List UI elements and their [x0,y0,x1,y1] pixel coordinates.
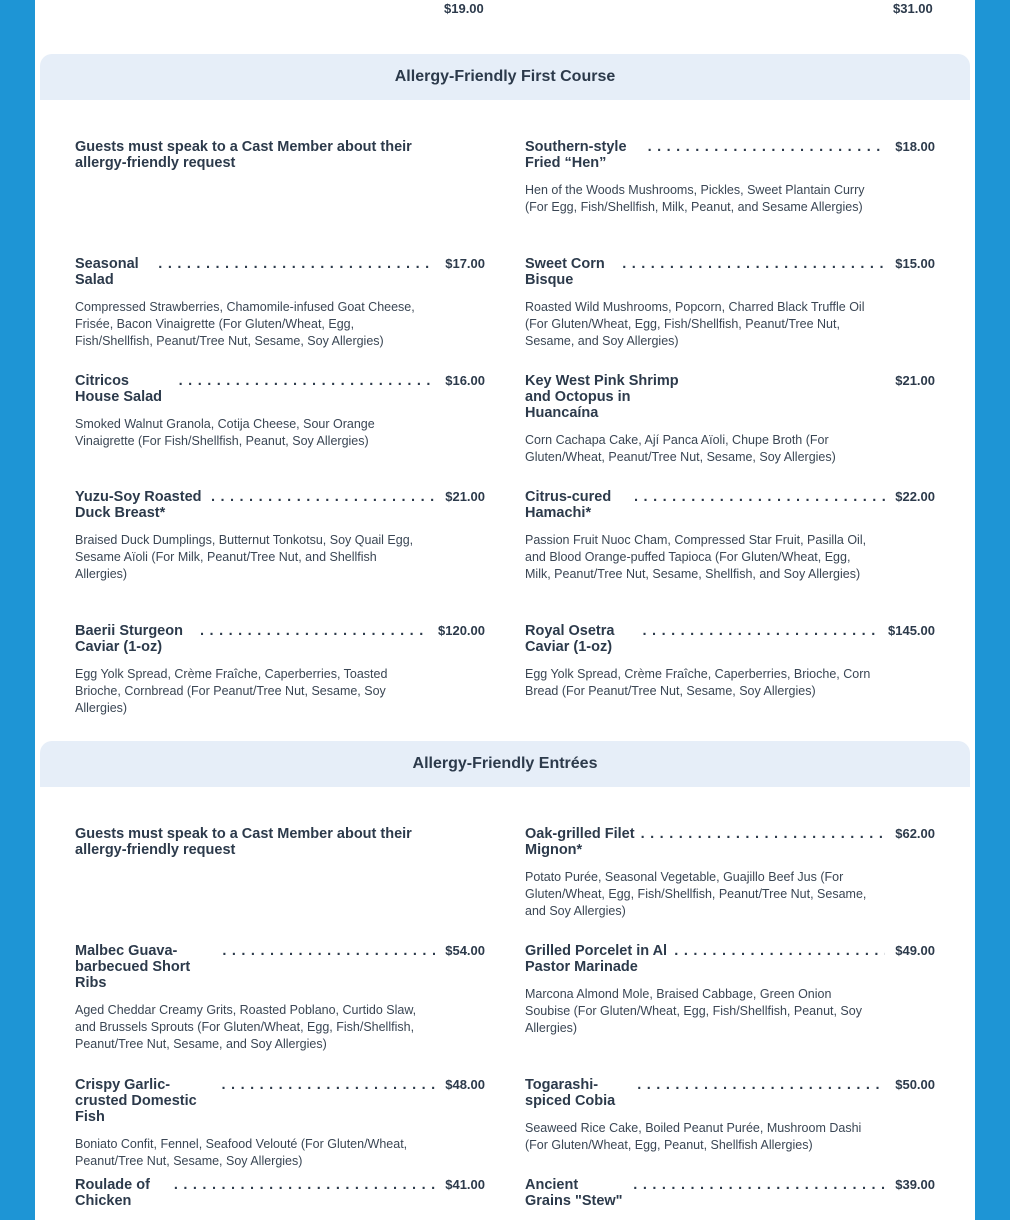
item-name: Togarashi-spiced Cobia [525,1077,616,1109]
dot-leader: ........................................ [173,1177,435,1193]
item-description: Braised Duck Dumplings, Butternut Tonkot… [75,533,414,581]
section-header: Allergy-Friendly First Course [40,54,970,100]
menu-item: Southern-style Fried “Hen” .............… [525,139,935,216]
item-name: Oak-grilled Filet Mignon* [525,826,635,858]
menu-item: Key West Pink Shrimp and Octopus in Huan… [525,373,935,466]
menu-item: Malbec Guava-barbecued Short Ribs ......… [75,943,485,1053]
item-price: $49.00 [895,943,935,958]
item-price: $21.00 [895,373,935,388]
item-name: Royal Osetra Caviar (1-oz) [525,623,615,655]
item-description: Compressed Strawberries, Chamomile-infus… [75,300,415,348]
item-price: $18.00 [895,139,935,154]
dot-leader: ........................................ [647,139,886,155]
item-price: $15.00 [895,256,935,271]
menu-item: Sweet Corn Bisque ......................… [525,256,935,350]
dot-leader: ........................................ [178,373,436,389]
menu-item: Royal Osetra Caviar (1-oz) .............… [525,623,935,700]
price: $19.00 [444,1,484,16]
item-name: Grilled Porcelet in Al Pastor Marinade [525,943,668,975]
item-name: Key West Pink Shrimp and Octopus in Huan… [525,373,679,421]
item-price: $39.00 [895,1177,935,1192]
dot-leader: ........................................ [200,623,428,639]
menu-item: Seasonal Salad .........................… [75,256,485,350]
dot-leader: ........................................ [633,1177,885,1193]
price: $31.00 [893,1,933,16]
item-description: Passion Fruit Nuoc Cham, Compressed Star… [525,533,867,581]
dot-leader: ........................................ [640,826,886,842]
item-description: Seaweed Rice Cake, Boiled Peanut Purée, … [525,1121,862,1152]
dot-leader: ........................................ [622,256,885,272]
item-name: Malbec Guava-barbecued Short Ribs [75,943,191,991]
dot-leader: ........................................ [674,943,885,959]
menu-item: Grilled Porcelet in Al Pastor Marinade .… [525,943,935,1037]
item-name: Sweet Corn Bisque [525,256,605,288]
item-name: Citricos House Salad [75,373,163,405]
menu-card [35,0,975,1220]
dot-leader: ........................................ [642,623,878,639]
item-price: $48.00 [445,1077,485,1092]
dot-leader: ........................................ [221,1077,436,1093]
item-price: $62.00 [895,826,935,841]
item-description: Hen of the Woods Mushrooms, Pickles, Swe… [525,183,865,214]
dot-leader: ........................................ [210,489,435,505]
item-price: $50.00 [895,1077,935,1092]
item-name: Ancient Grains "Stew" [525,1177,623,1209]
menu-item: Roulade of Chicken .....................… [75,1177,485,1220]
dot-leader: ........................................ [634,489,885,505]
item-price: $41.00 [445,1177,485,1192]
item-name: Southern-style Fried “Hen” [525,139,627,171]
item-price: $22.00 [895,489,935,504]
item-name: Crispy Garlic-crusted Domestic Fish [75,1077,197,1125]
menu-item: Ancient Grains "Stew" ..................… [525,1177,935,1220]
dot-leader: ........................................ [158,256,436,272]
item-price: $145.00 [888,623,935,638]
item-name: Citrus-cured Hamachi* [525,489,612,521]
menu-item: Citricos House Salad ...................… [75,373,485,450]
item-price: $54.00 [445,943,485,958]
item-name: Roulade of Chicken [75,1177,150,1209]
item-description: Egg Yolk Spread, Crème Fraîche, Caperber… [75,667,388,715]
item-description: Boniato Confit, Fennel, Seafood Velouté … [75,1137,408,1168]
menu-item: Oak-grilled Filet Mignon* ..............… [525,826,935,920]
item-description: Aged Cheddar Creamy Grits, Roasted Pobla… [75,1003,417,1051]
allergy-notice: Guests must speak to a Cast Member about… [75,139,412,171]
item-name: Seasonal Salad [75,256,139,288]
menu-item: Citrus-cured Hamachi* ..................… [525,489,935,583]
menu-item: Yuzu-Soy Roasted Duck Breast* ..........… [75,489,485,583]
item-description: Marcona Almond Mole, Braised Cabbage, Gr… [525,987,862,1035]
item-description: Potato Purée, Seasonal Vegetable, Guajil… [525,870,867,918]
item-description: Smoked Walnut Granola, Cotija Cheese, So… [75,417,375,448]
allergy-notice: Guests must speak to a Cast Member about… [75,826,412,858]
menu-item: Crispy Garlic-crusted Domestic Fish ....… [75,1077,485,1170]
dot-leader: ........................................ [222,943,435,959]
menu-item: Baerii Sturgeon Caviar (1-oz) ..........… [75,623,485,717]
menu-item: Togarashi-spiced Cobia .................… [525,1077,935,1154]
item-description: Egg Yolk Spread, Crème Fraîche, Caperber… [525,667,871,698]
item-price: $21.00 [445,489,485,504]
item-price: $120.00 [438,623,485,638]
item-description: Roasted Wild Mushrooms, Popcorn, Charred… [525,300,865,348]
item-description: Corn Cachapa Cake, Ají Panca Aïoli, Chup… [525,433,836,464]
item-price: $17.00 [445,256,485,271]
item-price: $16.00 [445,373,485,388]
item-name: Yuzu-Soy Roasted Duck Breast* [75,489,202,521]
item-name: Baerii Sturgeon Caviar (1-oz) [75,623,183,655]
section-header: Allergy-Friendly Entrées [40,741,970,787]
dot-leader: ........................................ [637,1077,885,1093]
